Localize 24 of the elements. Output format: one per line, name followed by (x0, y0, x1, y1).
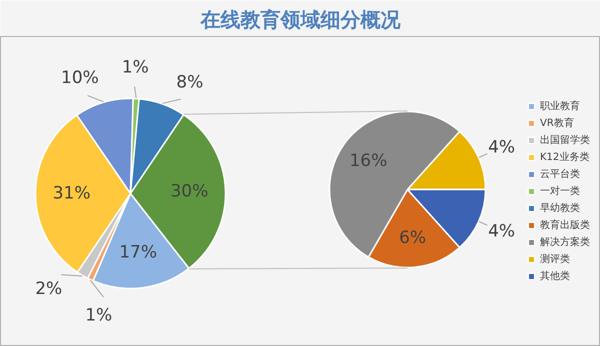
legend-label: VR教育 (540, 116, 574, 130)
legend-label: 其他类 (540, 270, 570, 283)
data-label: 17% (119, 242, 157, 262)
data-label: 10% (61, 68, 99, 88)
data-label: 30% (170, 181, 208, 202)
data-label: 6% (399, 228, 426, 248)
data-label: 1% (85, 306, 112, 326)
legend-label: 解决方案类 (540, 236, 590, 249)
data-label: 16% (349, 150, 388, 171)
legend-label: 测评类 (540, 252, 570, 266)
legend-label: 出国留学类 (540, 134, 590, 147)
data-label: 31% (52, 184, 91, 204)
legend-label: K12业务类 (540, 150, 590, 164)
data-label: 4% (488, 137, 516, 158)
legend-label: 早幼教类 (540, 202, 580, 215)
legend-label: 一对一类 (540, 184, 580, 198)
legend-label: 教育出版类 (540, 218, 590, 232)
legend-label: 云平台类 (540, 168, 580, 181)
data-label: 1% (122, 57, 149, 78)
data-label: 8% (176, 72, 204, 92)
data-label: 4% (488, 222, 516, 242)
data-label: 2% (35, 279, 62, 300)
legend-label: 职业教育 (540, 100, 580, 113)
chart-title: 在线教育领域细分概况 (200, 8, 402, 32)
